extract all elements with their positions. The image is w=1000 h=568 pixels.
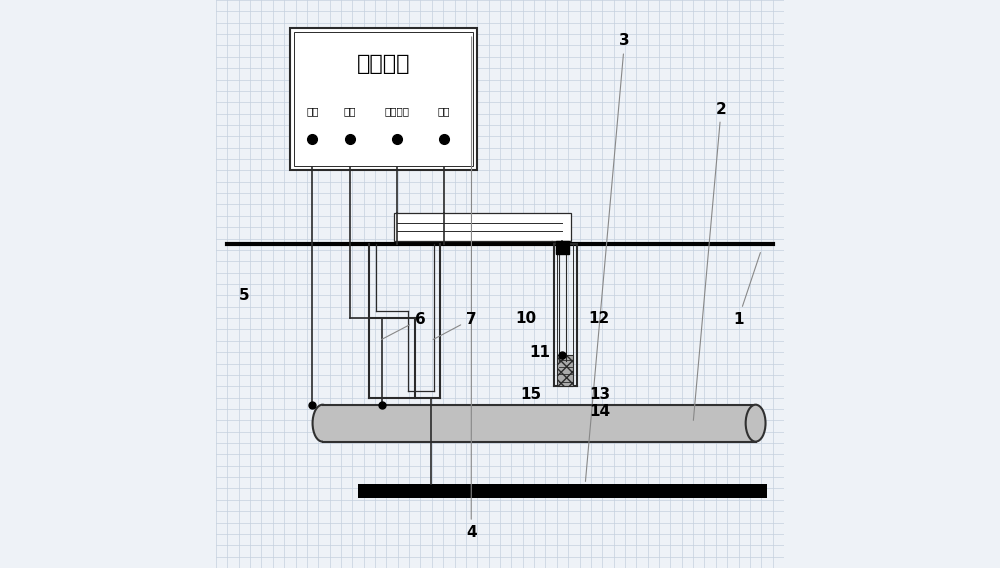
Text: 阳极: 阳极 (306, 106, 319, 116)
Text: 2: 2 (693, 102, 727, 420)
Text: 7: 7 (433, 312, 477, 340)
Bar (556, 241, 569, 254)
Bar (394, 213, 571, 241)
Text: 13: 13 (589, 387, 610, 402)
Bar (557, 355, 573, 386)
Text: 11: 11 (529, 345, 550, 360)
Text: 参比: 参比 (437, 106, 450, 116)
Ellipse shape (746, 404, 766, 442)
Text: 零位接阴: 零位接阴 (384, 106, 409, 116)
Ellipse shape (313, 404, 332, 442)
Text: 12: 12 (589, 311, 610, 325)
Bar (290, 28, 477, 170)
Bar (294, 32, 473, 166)
Bar (358, 484, 767, 499)
Text: 15: 15 (521, 387, 542, 402)
Text: 14: 14 (589, 404, 610, 419)
Text: 1: 1 (733, 253, 760, 327)
Text: 恒电位仪: 恒电位仪 (357, 54, 410, 74)
Text: 6: 6 (381, 312, 426, 340)
Text: 4: 4 (466, 37, 477, 540)
Bar (323, 405, 756, 442)
Text: 3: 3 (585, 34, 630, 482)
Text: 5: 5 (239, 288, 250, 303)
Text: 阴极: 阴极 (344, 106, 356, 116)
Text: 10: 10 (515, 311, 536, 325)
